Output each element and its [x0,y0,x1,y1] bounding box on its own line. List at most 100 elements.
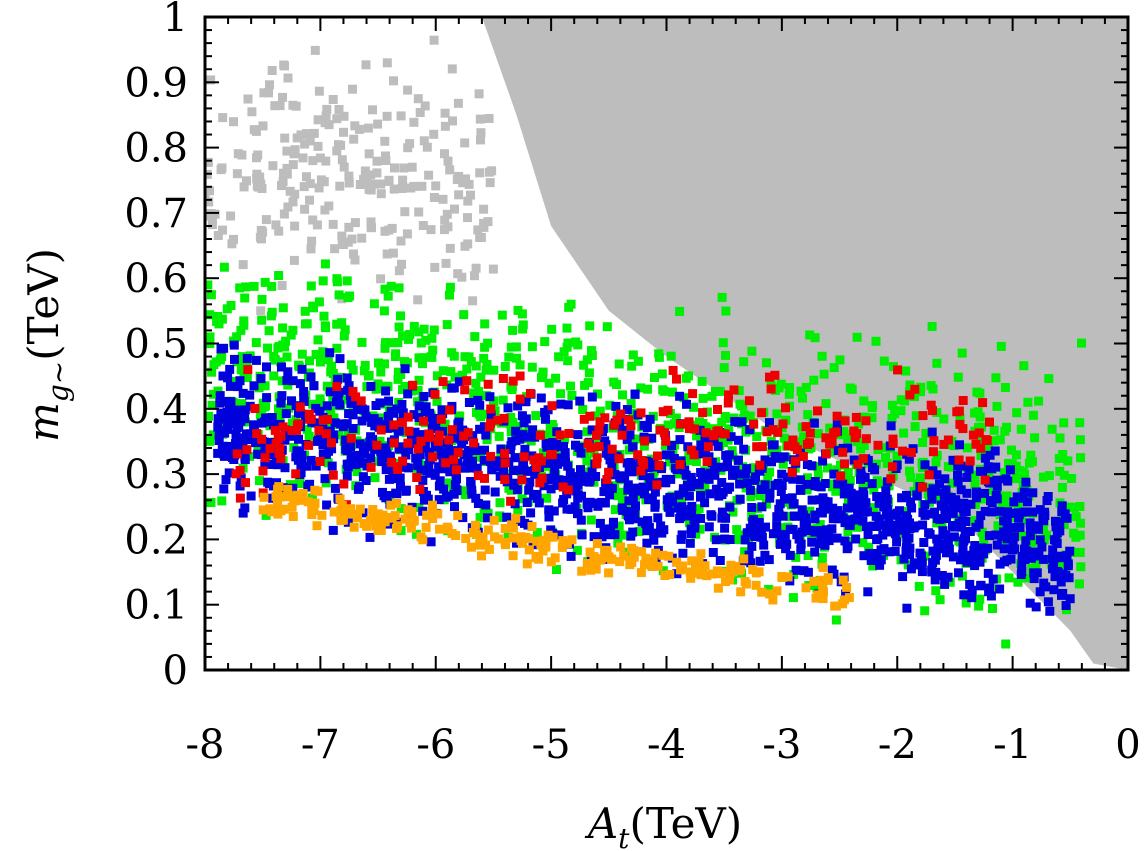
point-blue [565,468,575,478]
point-orange [338,515,348,525]
point-blue [917,567,927,577]
point-blue [288,483,298,493]
point-blue [1065,546,1075,556]
point-blue [937,571,947,580]
point-green [273,343,283,353]
x-tick-label: -1 [993,722,1032,768]
point-blue [746,558,756,568]
point-red [430,389,440,399]
point-orange [353,513,362,523]
point-orange [475,540,484,550]
point-orange [844,593,854,603]
point-red [235,493,245,503]
point-gray [413,94,423,104]
point-green [584,368,594,378]
point-green [235,283,245,293]
point-green [992,401,1002,411]
point-green [518,320,528,330]
point-green [300,306,310,316]
point-blue [957,522,967,532]
point-blue [215,391,225,401]
point-gray [414,207,424,217]
point-green [249,281,259,291]
point-red [535,430,545,440]
point-green [416,338,426,348]
point-gray [247,107,257,117]
x-tick-label: 0 [1115,722,1140,768]
point-green [724,424,734,434]
point-blue [1060,509,1070,519]
point-red [424,429,434,439]
point-blue [805,526,815,535]
point-blue [959,504,969,514]
point-blue [238,508,248,518]
point-blue [844,520,854,530]
point-orange [543,530,553,540]
point-gray [288,100,298,110]
point-green [593,389,602,399]
point-gray [239,182,249,192]
point-gray [251,126,261,136]
point-green [627,361,637,371]
point-blue [853,512,863,522]
point-blue [716,462,726,472]
point-green [318,347,328,357]
point-gray [298,153,308,163]
point-blue [425,468,435,478]
point-gray [207,220,217,230]
point-blue [875,560,885,570]
point-blue [828,503,838,513]
point-red [729,385,739,395]
point-blue [573,430,583,440]
point-blue [677,502,687,512]
point-blue [1022,497,1032,507]
point-blue [924,509,934,519]
point-red [462,376,472,386]
point-green [668,387,677,397]
point-gray [306,244,316,254]
scatter-points [205,35,1086,649]
point-red [436,414,446,424]
point-green [827,479,837,489]
point-blue [905,524,915,534]
point-blue [700,498,710,508]
point-blue [223,424,233,434]
point-green [481,365,491,375]
point-blue [235,481,245,491]
point-green [396,311,405,321]
point-blue [640,489,649,499]
point-blue [464,446,474,455]
point-gray [282,163,292,173]
point-blue [579,472,589,482]
point-blue [240,455,250,464]
point-blue [919,538,929,547]
point-green [206,290,216,300]
point-green [264,326,274,336]
point-orange [428,500,437,510]
point-blue [775,499,785,509]
point-blue [599,524,609,534]
point-orange [346,504,356,514]
point-green [815,520,825,530]
point-blue [824,530,834,540]
point-gray [324,201,334,211]
point-red [943,435,953,445]
point-green [383,291,393,301]
point-green [513,305,523,315]
point-red [366,462,376,472]
point-red [713,426,723,436]
point-blue [859,551,869,561]
point-blue [984,531,994,541]
point-green [313,335,323,345]
point-blue [240,405,250,415]
point-blue [969,551,979,561]
point-blue [958,550,968,559]
y-axis-title: mg~(TeV) [19,248,75,442]
point-blue [228,408,238,418]
point-green [813,462,823,471]
point-green [237,399,247,409]
point-green [328,369,338,378]
point-blue [901,529,911,538]
point-blue [789,499,799,509]
point-blue [396,481,405,491]
